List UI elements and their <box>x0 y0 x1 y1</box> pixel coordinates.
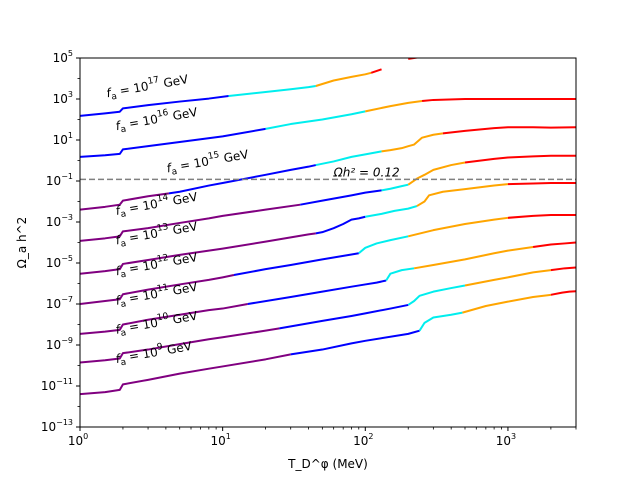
series-segment <box>421 98 576 102</box>
x-axis: 100 101 102 103 <box>68 427 577 448</box>
x-tick-label: 102 <box>353 432 373 448</box>
series-segment <box>315 215 366 235</box>
y-axis-title: Ω_a h^2 <box>15 217 29 269</box>
series-label: fa = 1015 GeV <box>165 145 251 178</box>
reference-line-layer: Ωh² = 0.12 <box>80 165 576 181</box>
series-segment <box>407 216 509 238</box>
series-segment <box>290 329 420 356</box>
series-segment <box>80 303 248 335</box>
series-label: fa = 1016 GeV <box>114 103 200 136</box>
series-segment <box>358 235 409 254</box>
series-f-a-1e11 <box>80 241 576 335</box>
series-label: fa = 1013 GeV <box>114 217 200 250</box>
y-tick-label: 105 <box>53 49 73 65</box>
y-tick-label: 10−5 <box>46 254 73 270</box>
series-segment <box>80 95 229 117</box>
series-segment <box>315 150 382 167</box>
series-segment <box>442 126 576 135</box>
series-segment <box>315 71 372 87</box>
reference-line-label: Ωh² = 0.12 <box>333 165 400 179</box>
series-segment <box>413 246 534 270</box>
series-segment <box>381 183 409 192</box>
y-tick-label: 10−1 <box>46 172 73 188</box>
series-segment <box>247 279 387 305</box>
series-f-a-1e10 <box>80 266 576 364</box>
series-segment <box>365 205 418 218</box>
series-segment <box>464 154 576 164</box>
x-tick-label: 103 <box>496 432 516 448</box>
series-segment <box>80 232 316 275</box>
y-tick-label: 103 <box>53 90 73 106</box>
series-f-a-1e9 <box>80 290 576 396</box>
y-tick-label: 10−13 <box>41 418 73 434</box>
series-segment <box>464 269 552 287</box>
series-segment <box>300 189 382 206</box>
series-segment <box>385 267 415 282</box>
x-axis-title: T_D^φ (MeV) <box>287 457 368 471</box>
series-label: fa = 1014 GeV <box>114 188 200 221</box>
y-tick-label: 10−3 <box>46 213 73 229</box>
y-tick-label: 10−7 <box>46 295 73 311</box>
series-segment <box>462 293 551 314</box>
series-label: fa = 1010 GeV <box>114 307 200 340</box>
series-segment <box>228 85 316 97</box>
series-segment <box>80 274 235 305</box>
y-tick-label: 10−9 <box>46 336 73 352</box>
series-label: fa = 1017 GeV <box>105 70 191 103</box>
series-f-a-1e12 <box>80 213 576 305</box>
series-segment <box>416 183 509 207</box>
series-segment <box>279 303 409 330</box>
y-tick-label: 10−11 <box>41 377 73 393</box>
y-tick-label: 101 <box>53 131 73 147</box>
series-label: fa = 109 GeV <box>114 337 194 369</box>
y-axis: 10−13 10−11 10−9 10−7 10−5 10−3 10−1 101 103 105 <box>41 49 80 434</box>
series-layer <box>80 58 576 396</box>
series-segment <box>507 181 576 186</box>
series-segment <box>233 252 359 276</box>
series-f-a-1e13 <box>80 181 576 275</box>
x-tick-label: 101 <box>210 432 230 448</box>
series-segment <box>80 327 280 364</box>
series-f-a-1e17 <box>80 58 421 117</box>
series-segment <box>418 311 463 332</box>
series-segment <box>381 132 444 153</box>
series-label: fa = 1011 GeV <box>114 278 200 311</box>
series-segment <box>407 161 466 186</box>
series-segment <box>407 284 466 306</box>
series-segment <box>365 99 423 113</box>
series-segment <box>265 110 366 130</box>
series-segment <box>550 290 576 296</box>
series-segment <box>80 127 266 158</box>
series-segment <box>80 203 301 242</box>
series-segment <box>532 241 576 249</box>
series-f-a-1e16 <box>80 98 576 158</box>
series-segment <box>507 213 576 219</box>
series-label: fa = 1012 GeV <box>114 248 200 281</box>
series-segment <box>370 68 382 74</box>
series-segment <box>550 266 576 272</box>
x-tick-label: 100 <box>68 432 88 448</box>
series-segment <box>80 192 170 211</box>
series-segment <box>80 353 291 396</box>
